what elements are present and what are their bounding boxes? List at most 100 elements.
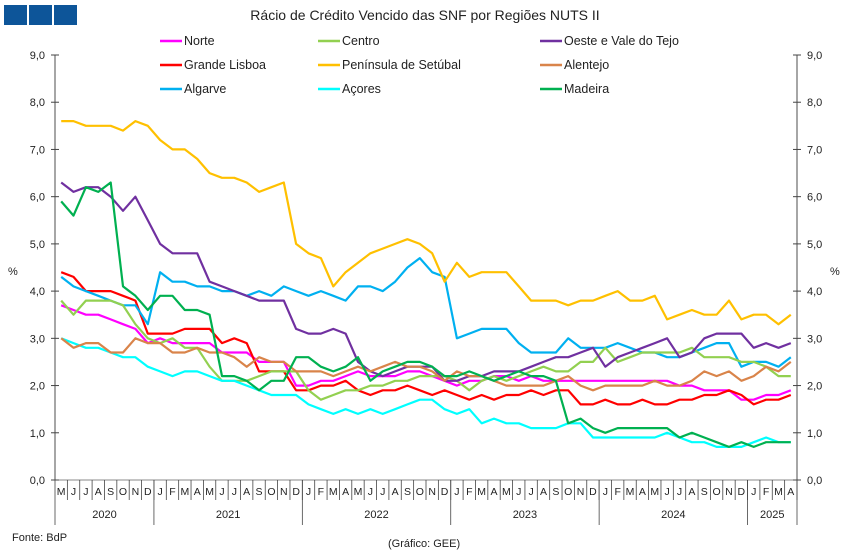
x-tick-label: J xyxy=(603,486,608,498)
x-tick-label: J xyxy=(677,486,682,498)
y-tick-label-left: 4,0 xyxy=(30,286,45,298)
x-tick-label: J xyxy=(83,486,88,498)
y-tick-label-left: 2,0 xyxy=(30,381,45,393)
x-tick-label: M xyxy=(650,486,659,498)
x-tick-label: J xyxy=(454,486,459,498)
gee-logo xyxy=(4,5,77,25)
legend-label: Península de Setúbal xyxy=(342,58,461,72)
year-label: 2023 xyxy=(513,509,537,521)
y-tick-label-right: 4,0 xyxy=(807,286,822,298)
x-tick-label: A xyxy=(342,486,349,498)
x-tick-label: M xyxy=(774,486,783,498)
x-tick-label: M xyxy=(180,486,189,498)
y-axis-label-right: % xyxy=(830,266,840,278)
x-tick-label: D xyxy=(144,486,152,498)
x-tick-label: F xyxy=(763,486,769,498)
x-tick-label: S xyxy=(107,486,114,498)
logo-square xyxy=(54,5,77,25)
legend-label: Açores xyxy=(342,82,381,96)
y-tick-label-left: 5,0 xyxy=(30,239,45,251)
x-tick-label: J xyxy=(380,486,385,498)
x-tick-label: M xyxy=(626,486,635,498)
y-tick-label-left: 0,0 xyxy=(30,475,45,487)
chart-title: Rácio de Crédito Vencido das SNF por Reg… xyxy=(250,7,600,23)
x-tick-label: D xyxy=(589,486,597,498)
axes: 0,0 0,0 1,0 1,0 2,0 2,0 3,0 3,0 4,0 4,0 5,0 5,0 6,0 6… xyxy=(30,50,822,525)
x-tick-label: O xyxy=(713,486,721,498)
x-tick-label: J xyxy=(665,486,670,498)
series-line-madeira xyxy=(60,181,791,448)
x-tick-label: F xyxy=(466,486,472,498)
x-tick-label: A xyxy=(243,486,250,498)
year-label: 2025 xyxy=(760,509,784,521)
series-line-oeste-e-vale-do-tejo xyxy=(60,181,792,382)
credit-note: (Gráfico: GEE) xyxy=(388,538,461,550)
x-tick-label: M xyxy=(57,486,66,498)
x-tick-label: J xyxy=(368,486,373,498)
x-tick-label: D xyxy=(738,486,746,498)
x-tick-label: M xyxy=(205,486,214,498)
x-tick-label: A xyxy=(491,486,498,498)
x-tick-label: J xyxy=(219,486,224,498)
x-tick-label: A xyxy=(688,486,695,498)
x-tick-label: N xyxy=(577,486,585,498)
x-tick-label: A xyxy=(787,486,794,498)
x-tick-label: J xyxy=(232,486,237,498)
series-lines xyxy=(60,119,792,448)
year-label: 2022 xyxy=(364,509,388,521)
x-tick-label: O xyxy=(119,486,127,498)
y-axis-label-left: % xyxy=(8,266,18,278)
x-tick-label: S xyxy=(552,486,559,498)
y-tick-label-right: 8,0 xyxy=(807,97,822,109)
series-line-norte xyxy=(60,304,792,401)
year-label: 2020 xyxy=(92,509,116,521)
x-tick-label: J xyxy=(157,486,162,498)
x-tick-label: S xyxy=(701,486,708,498)
x-tick-label: J xyxy=(306,486,311,498)
series-line-grande-lisboa xyxy=(60,271,792,406)
x-tick-label: N xyxy=(428,486,436,498)
series-line-peninsula-de-setubal xyxy=(61,119,792,326)
legend-label: Algarve xyxy=(184,82,226,96)
legend-label: Madeira xyxy=(564,82,609,96)
x-tick-label: A xyxy=(392,486,399,498)
year-label: 2021 xyxy=(216,509,240,521)
x-tick-label: O xyxy=(267,486,275,498)
x-tick-label: A xyxy=(95,486,102,498)
legend-label: Norte xyxy=(184,34,215,48)
series-line-alentejo xyxy=(60,337,792,392)
y-tick-label-right: 1,0 xyxy=(807,428,822,440)
x-tick-label: A xyxy=(194,486,201,498)
y-tick-label-right: 9,0 xyxy=(807,50,822,62)
x-tick-label: N xyxy=(132,486,140,498)
series-line-acores xyxy=(60,337,791,448)
y-tick-label-right: 7,0 xyxy=(807,144,822,156)
x-tick-label: D xyxy=(441,486,449,498)
y-tick-label-right: 5,0 xyxy=(807,239,822,251)
x-tick-label: F xyxy=(318,486,324,498)
x-tick-label: J xyxy=(71,486,76,498)
x-tick-label: M xyxy=(354,486,363,498)
x-tick-label: O xyxy=(564,486,572,498)
y-tick-label-right: 3,0 xyxy=(807,333,822,345)
x-tick-label: J xyxy=(528,486,533,498)
logo-square xyxy=(4,5,27,25)
legend: Norte Grande Lisboa Algarve Centro Península… xyxy=(160,34,679,96)
year-label: 2024 xyxy=(661,509,685,521)
y-tick-label-left: 1,0 xyxy=(30,428,45,440)
y-tick-label-left: 8,0 xyxy=(30,97,45,109)
x-tick-label: S xyxy=(404,486,411,498)
legend-label: Alentejo xyxy=(564,58,609,72)
y-tick-label-left: 3,0 xyxy=(30,333,45,345)
source-note: Fonte: BdP xyxy=(12,532,68,544)
legend-label: Oeste e Vale do Tejo xyxy=(564,34,679,48)
x-tick-label: F xyxy=(614,486,620,498)
x-tick-label: O xyxy=(416,486,424,498)
x-tick-label: J xyxy=(751,486,756,498)
x-tick-label: D xyxy=(292,486,300,498)
y-tick-label-right: 6,0 xyxy=(807,192,822,204)
x-tick-label: M xyxy=(502,486,511,498)
x-tick-label: M xyxy=(477,486,486,498)
x-tick-label: N xyxy=(725,486,733,498)
